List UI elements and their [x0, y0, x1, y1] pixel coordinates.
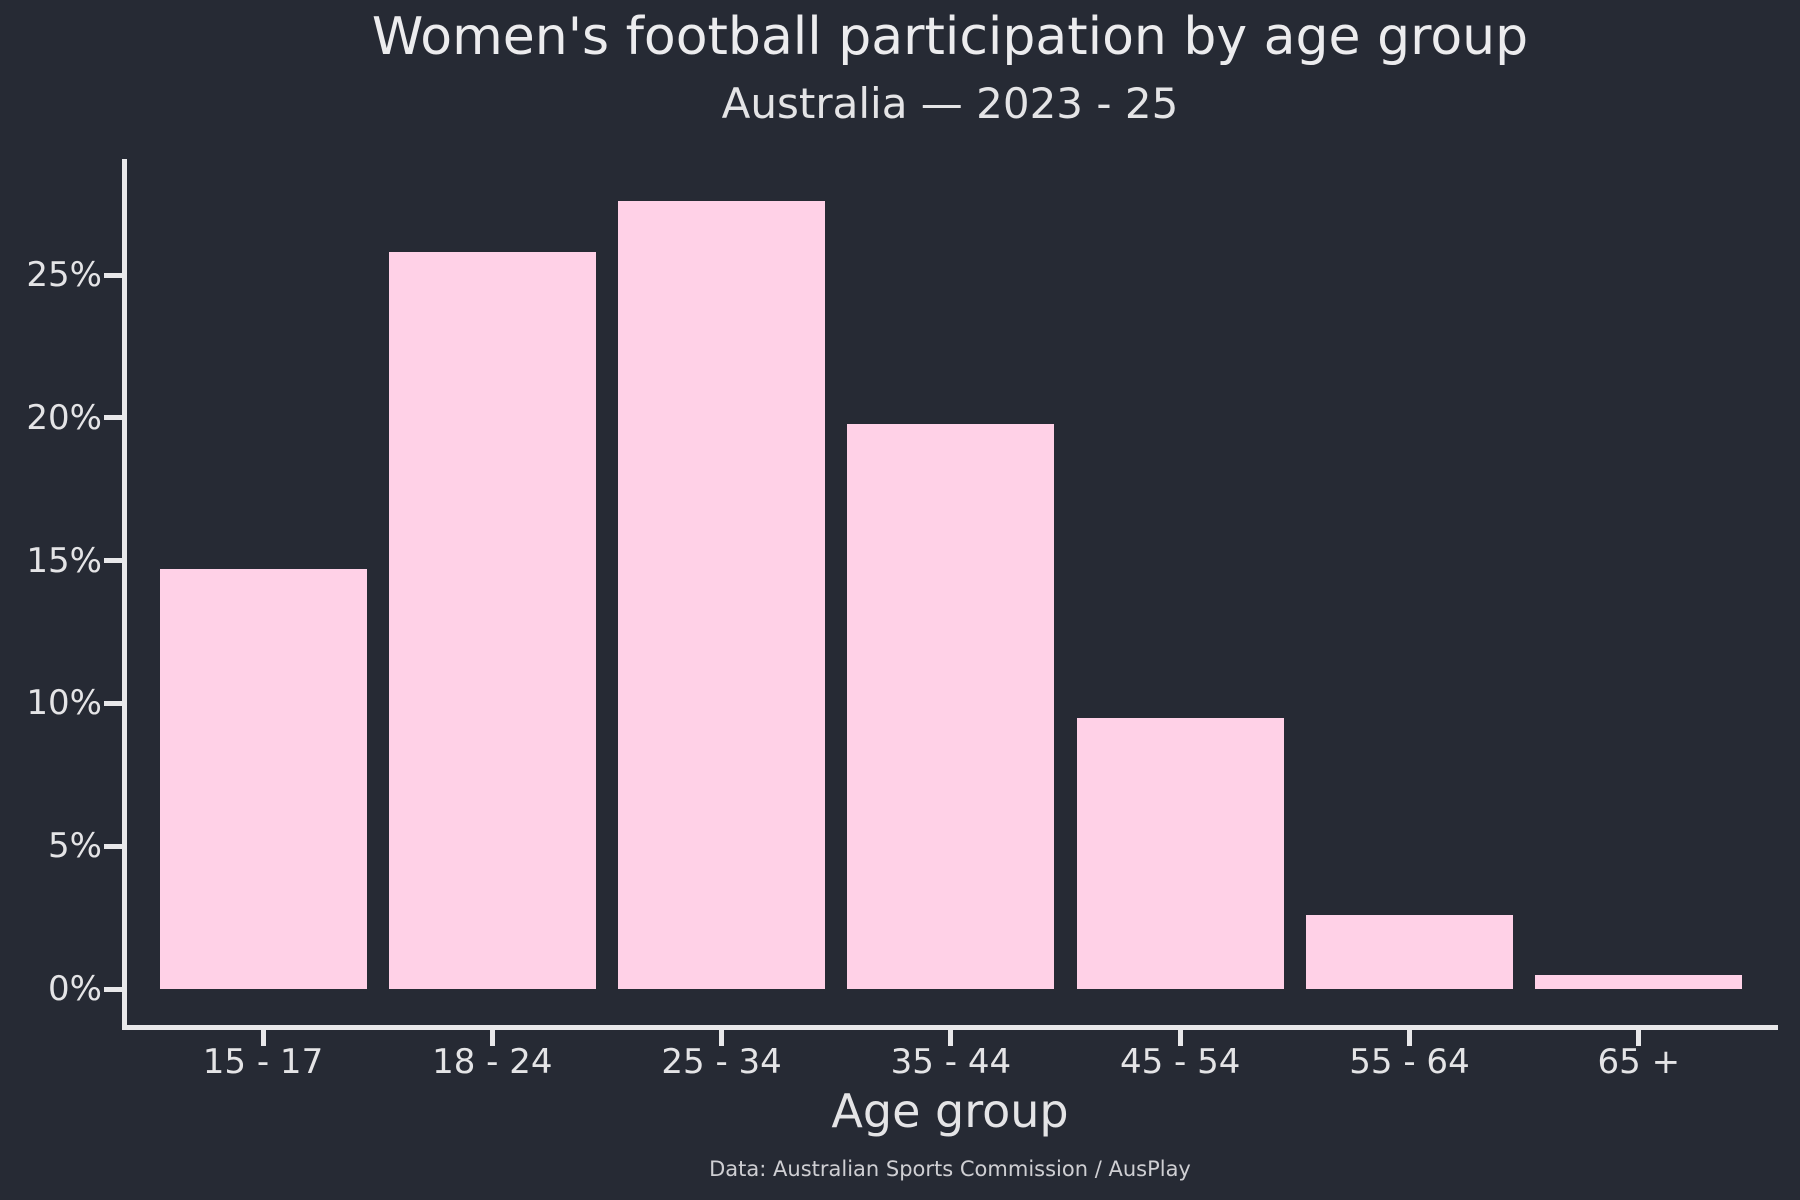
- bar: [1306, 915, 1513, 989]
- x-tick-label: 18 - 24: [432, 1042, 553, 1082]
- x-tick: [1178, 1030, 1183, 1046]
- x-tick-label: 55 - 64: [1349, 1042, 1470, 1082]
- x-tick-label: 15 - 17: [202, 1042, 324, 1082]
- y-tick-label: 15%: [26, 541, 102, 581]
- bar: [1077, 718, 1284, 989]
- x-tick: [719, 1030, 724, 1046]
- x-tick: [948, 1030, 953, 1046]
- x-axis-label: Age group: [831, 1084, 1069, 1138]
- x-tick: [490, 1030, 495, 1046]
- y-tick-label: 20%: [26, 398, 102, 438]
- x-tick-label: 45 - 54: [1119, 1042, 1241, 1082]
- x-tick: [1636, 1030, 1641, 1046]
- y-tick: [104, 273, 122, 278]
- x-tick-label: 25 - 34: [661, 1042, 782, 1082]
- y-tick: [104, 558, 122, 563]
- x-tick: [1407, 1030, 1412, 1046]
- y-tick: [104, 701, 122, 706]
- x-tick-label: 35 - 44: [890, 1042, 1012, 1082]
- y-tick-label: 5%: [48, 826, 102, 866]
- x-tick: [261, 1030, 266, 1046]
- x-tick-label: 65 +: [1597, 1042, 1681, 1082]
- y-tick-label: 0%: [48, 969, 102, 1009]
- y-tick: [104, 415, 122, 420]
- bar: [1535, 975, 1742, 989]
- y-tick: [104, 844, 122, 849]
- bar: [618, 201, 825, 989]
- bar: [160, 569, 367, 989]
- y-tick-label: 10%: [26, 683, 102, 723]
- chart-title: Women's football participation by age gr…: [371, 7, 1529, 67]
- y-axis-spine: [122, 159, 127, 1030]
- y-tick-label: 25%: [26, 255, 102, 295]
- y-tick: [104, 987, 122, 992]
- chart-subtitle: Australia — 2023 - 25: [721, 79, 1179, 128]
- bar: [389, 252, 596, 989]
- x-axis-spine: [122, 1025, 1778, 1030]
- source-note: Data: Australian Sports Commission / Aus…: [709, 1157, 1191, 1181]
- bar: [847, 424, 1054, 989]
